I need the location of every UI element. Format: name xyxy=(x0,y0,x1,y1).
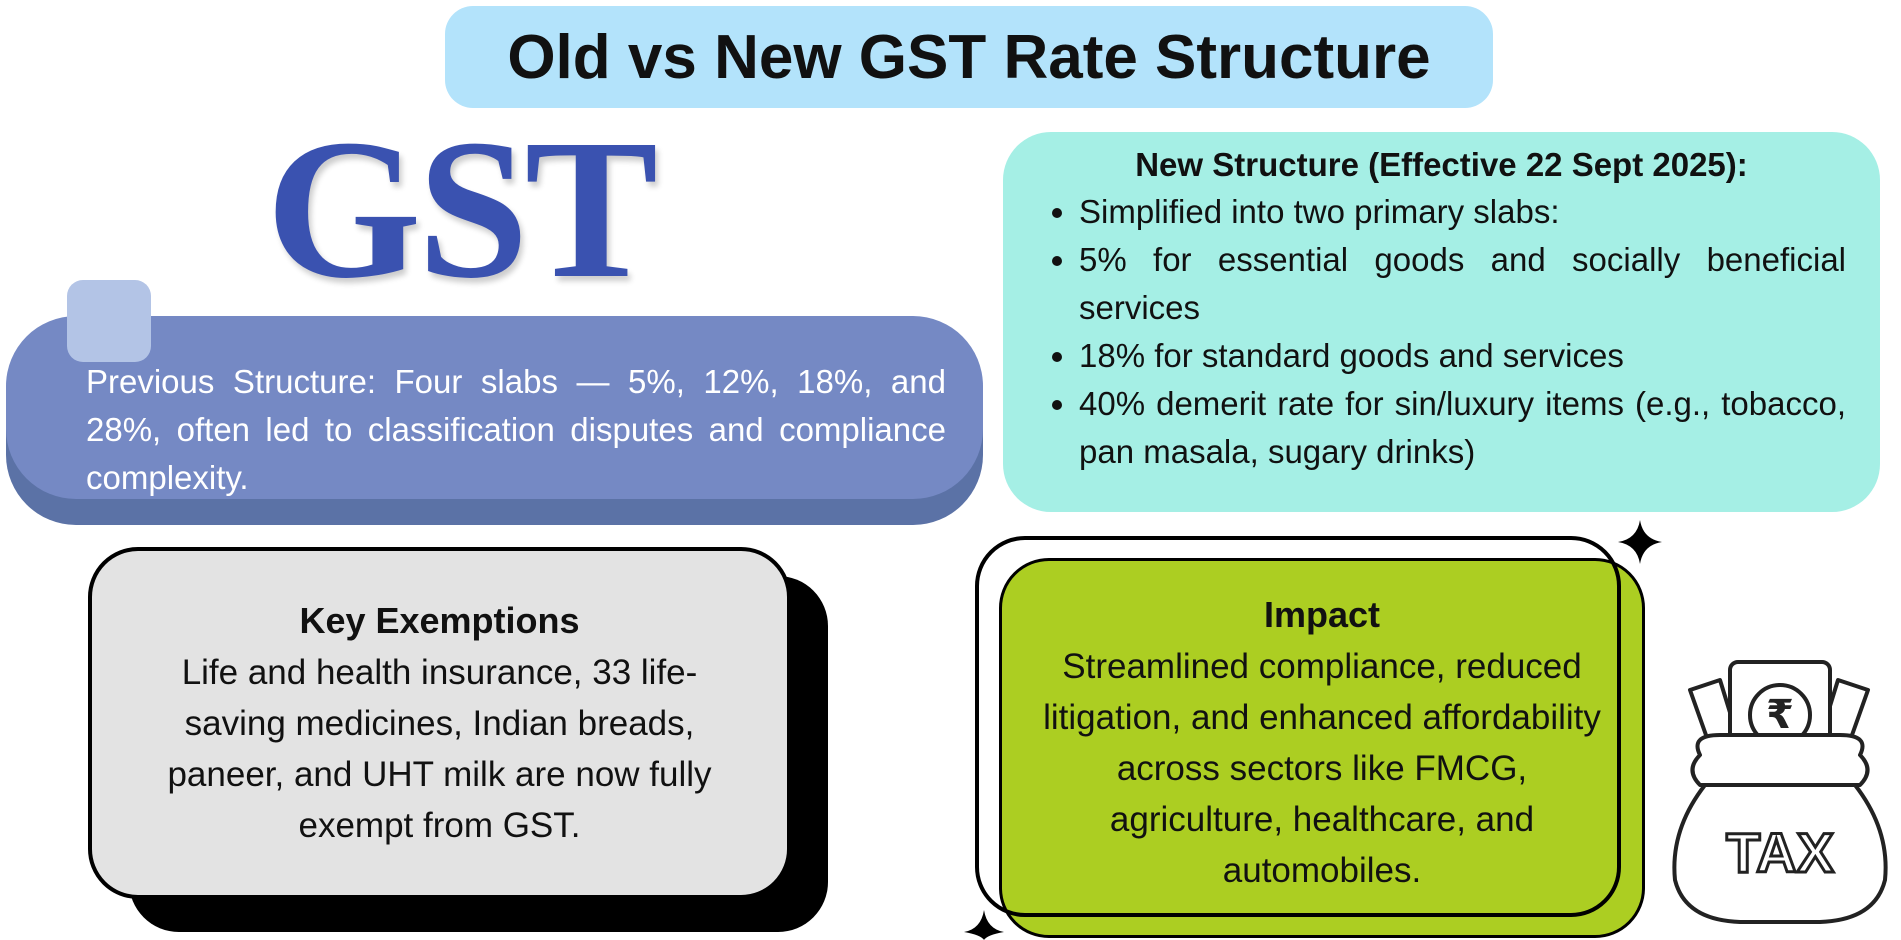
gst-logo: GST xyxy=(265,99,658,320)
new-heading: New Structure (Effective 22 Sept 2025): xyxy=(1135,146,1748,183)
sparkle xyxy=(964,910,1004,940)
tax-bag-icon xyxy=(1672,660,1888,924)
previous-box xyxy=(6,316,983,499)
exemptions-text: Life and health insurance, 33 life-savin… xyxy=(167,653,712,845)
bullet-list: Simplified into two primary slabs: 5% fo… xyxy=(1037,188,1846,476)
decor-square xyxy=(67,280,151,362)
previous-text: Previous Structure: Four slabs — 5%, 12%… xyxy=(86,363,946,496)
exemptions-heading: Key Exemptions xyxy=(299,600,580,641)
impact-box: Impact Streamlined compliance, reduced l… xyxy=(999,558,1645,938)
rupee-symbol: ₹ xyxy=(1766,692,1794,738)
impact-text: Streamlined compliance, reduced litigati… xyxy=(1043,647,1601,890)
new-structure-box: New Structure (Effective 22 Sept 2025): … xyxy=(1003,132,1880,512)
bullet: 18% for standard goods and services xyxy=(1079,332,1846,380)
impact-outline xyxy=(975,536,1621,917)
impact-heading: Impact xyxy=(1263,594,1381,635)
exemptions-box: Key Exemptions Life and health insurance… xyxy=(88,547,791,899)
bullet: 5% for essential goods and socially bene… xyxy=(1079,236,1846,332)
tax-label: TAX xyxy=(1726,821,1834,884)
title: Old vs New GST Rate Structure xyxy=(445,6,1493,108)
sparkle xyxy=(1618,520,1662,564)
bullet: 40% demerit rate for sin/luxury items (e… xyxy=(1079,380,1846,476)
bullet: Simplified into two primary slabs: xyxy=(1079,188,1846,236)
